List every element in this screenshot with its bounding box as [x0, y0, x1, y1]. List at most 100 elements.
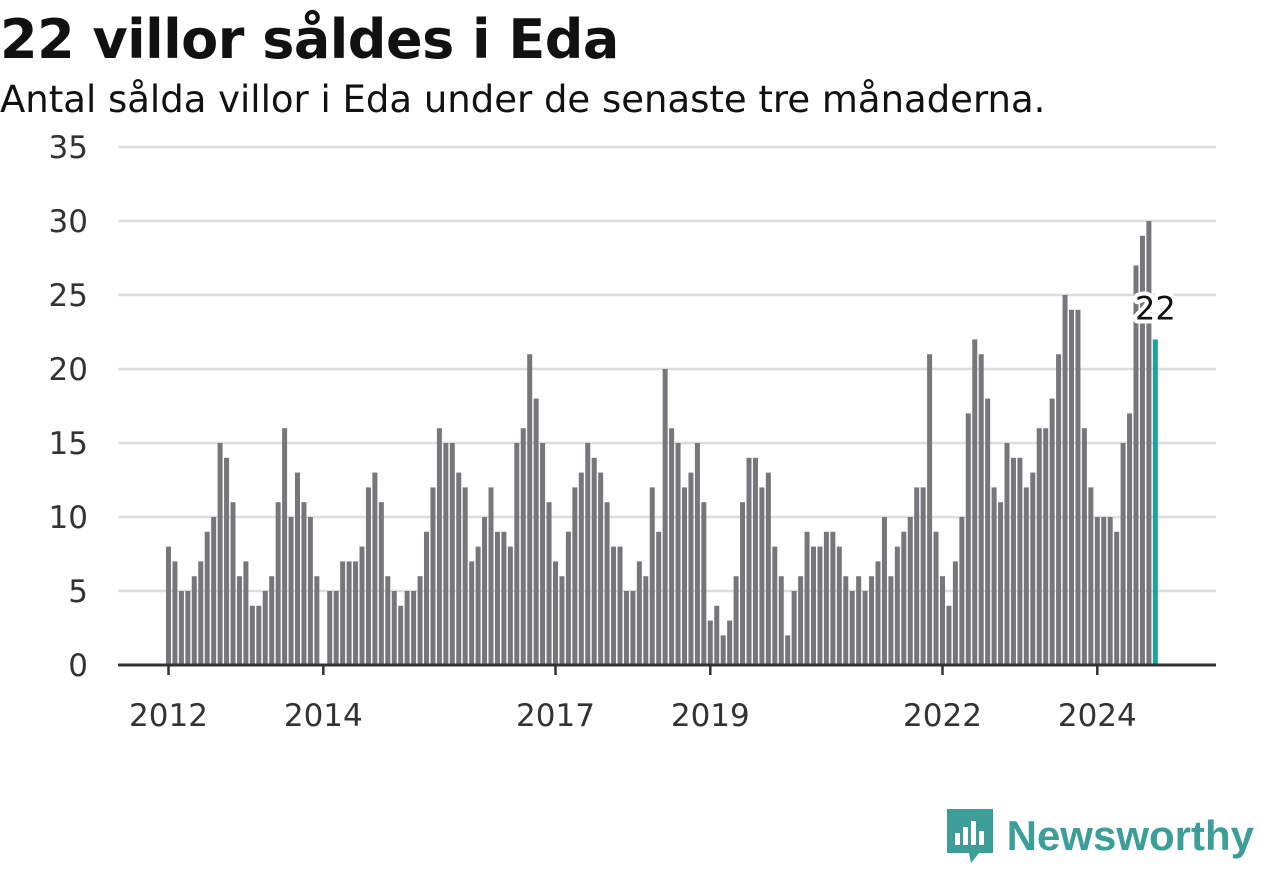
- bar: [353, 561, 359, 665]
- bar: [1107, 517, 1113, 665]
- bar: [791, 591, 797, 665]
- bar: [662, 369, 668, 665]
- bar: [204, 531, 210, 665]
- bar: [849, 591, 855, 665]
- bar: [1127, 413, 1133, 665]
- bar: [694, 443, 700, 665]
- bar: [804, 531, 810, 665]
- bar: [527, 354, 533, 665]
- bar: [230, 502, 236, 665]
- bar: [456, 472, 462, 665]
- bar: [972, 339, 978, 665]
- bar: [707, 620, 713, 665]
- bar: [591, 457, 597, 665]
- bar: [933, 531, 939, 665]
- bar: [746, 457, 752, 665]
- bar: [888, 576, 894, 665]
- x-tick-label: 2024: [1058, 698, 1137, 734]
- bar: [1004, 443, 1010, 665]
- bar: [656, 531, 662, 665]
- bar: [262, 591, 268, 665]
- bar: [1139, 235, 1145, 666]
- bar: [224, 457, 230, 665]
- bar: [540, 443, 546, 665]
- y-axis-ticks: 0 5 10 15 20 25 30 35: [49, 130, 88, 684]
- bar: [604, 502, 610, 665]
- y-tick-label: 5: [68, 574, 88, 610]
- bar: [1017, 457, 1023, 665]
- bar: [817, 546, 823, 665]
- bar: [482, 517, 488, 665]
- bar: [1043, 428, 1049, 665]
- bar: [901, 531, 907, 665]
- bar: [720, 635, 726, 665]
- bar: [740, 502, 746, 665]
- bar: [965, 413, 971, 665]
- bar: [759, 487, 765, 665]
- bar: [243, 561, 249, 665]
- bar: [275, 502, 281, 665]
- bar: [211, 517, 217, 665]
- bar: [340, 561, 346, 665]
- bar: [869, 576, 875, 665]
- bar: [752, 457, 758, 665]
- bar: [411, 591, 417, 665]
- x-tick-label: 2017: [516, 698, 595, 734]
- bar: [765, 472, 771, 665]
- bar: [372, 472, 378, 665]
- bar: [269, 576, 275, 665]
- y-tick-label: 15: [49, 426, 88, 462]
- bar: [256, 605, 262, 665]
- bar: [688, 472, 694, 665]
- brand-name: Newsworthy: [1006, 812, 1254, 859]
- bar: [327, 591, 333, 665]
- bar: [1081, 428, 1087, 665]
- bar: [1146, 221, 1152, 665]
- y-tick-label: 10: [49, 500, 88, 536]
- y-tick-label: 0: [68, 648, 88, 684]
- bar: [1062, 295, 1068, 665]
- bar: [488, 487, 494, 665]
- bar: [424, 531, 429, 665]
- bar: [249, 605, 255, 665]
- bar: [185, 591, 191, 665]
- bar: [333, 591, 339, 665]
- bar: [714, 605, 720, 665]
- bar: [733, 576, 739, 665]
- highlight-value-label: 22: [1135, 289, 1176, 327]
- bar: [836, 546, 842, 665]
- bar: [559, 576, 565, 665]
- highlight-callout: 22: [1131, 285, 1180, 331]
- x-axis-ticks: 2012 2014 2017 2019 2022 2024: [129, 665, 1137, 734]
- bar: [617, 546, 623, 665]
- bar: [985, 398, 991, 665]
- bar: [417, 576, 423, 665]
- bar: [449, 443, 455, 665]
- bar: [301, 502, 307, 665]
- bar: [462, 487, 468, 665]
- bar: [623, 591, 629, 665]
- x-tick-label: 2022: [903, 698, 982, 734]
- bar: [469, 561, 475, 665]
- bar: [578, 472, 584, 665]
- bar: [927, 354, 933, 665]
- bar: [1069, 309, 1074, 665]
- bar: [914, 487, 920, 665]
- bar: [643, 576, 649, 665]
- bar: [785, 635, 791, 665]
- bar: [636, 561, 642, 665]
- chart-subtitle: Antal sålda villor i Eda under de senast…: [0, 78, 1046, 121]
- bar: [572, 487, 578, 665]
- bar: [862, 591, 868, 665]
- bar: [682, 487, 687, 665]
- bar: [191, 576, 197, 665]
- bar: [385, 576, 391, 665]
- bar: [178, 591, 184, 665]
- bar: [1133, 265, 1139, 665]
- y-tick-label: 20: [49, 352, 88, 388]
- bar: [365, 487, 371, 665]
- bar: [856, 576, 862, 665]
- bar: [288, 517, 294, 665]
- bar: [946, 605, 952, 665]
